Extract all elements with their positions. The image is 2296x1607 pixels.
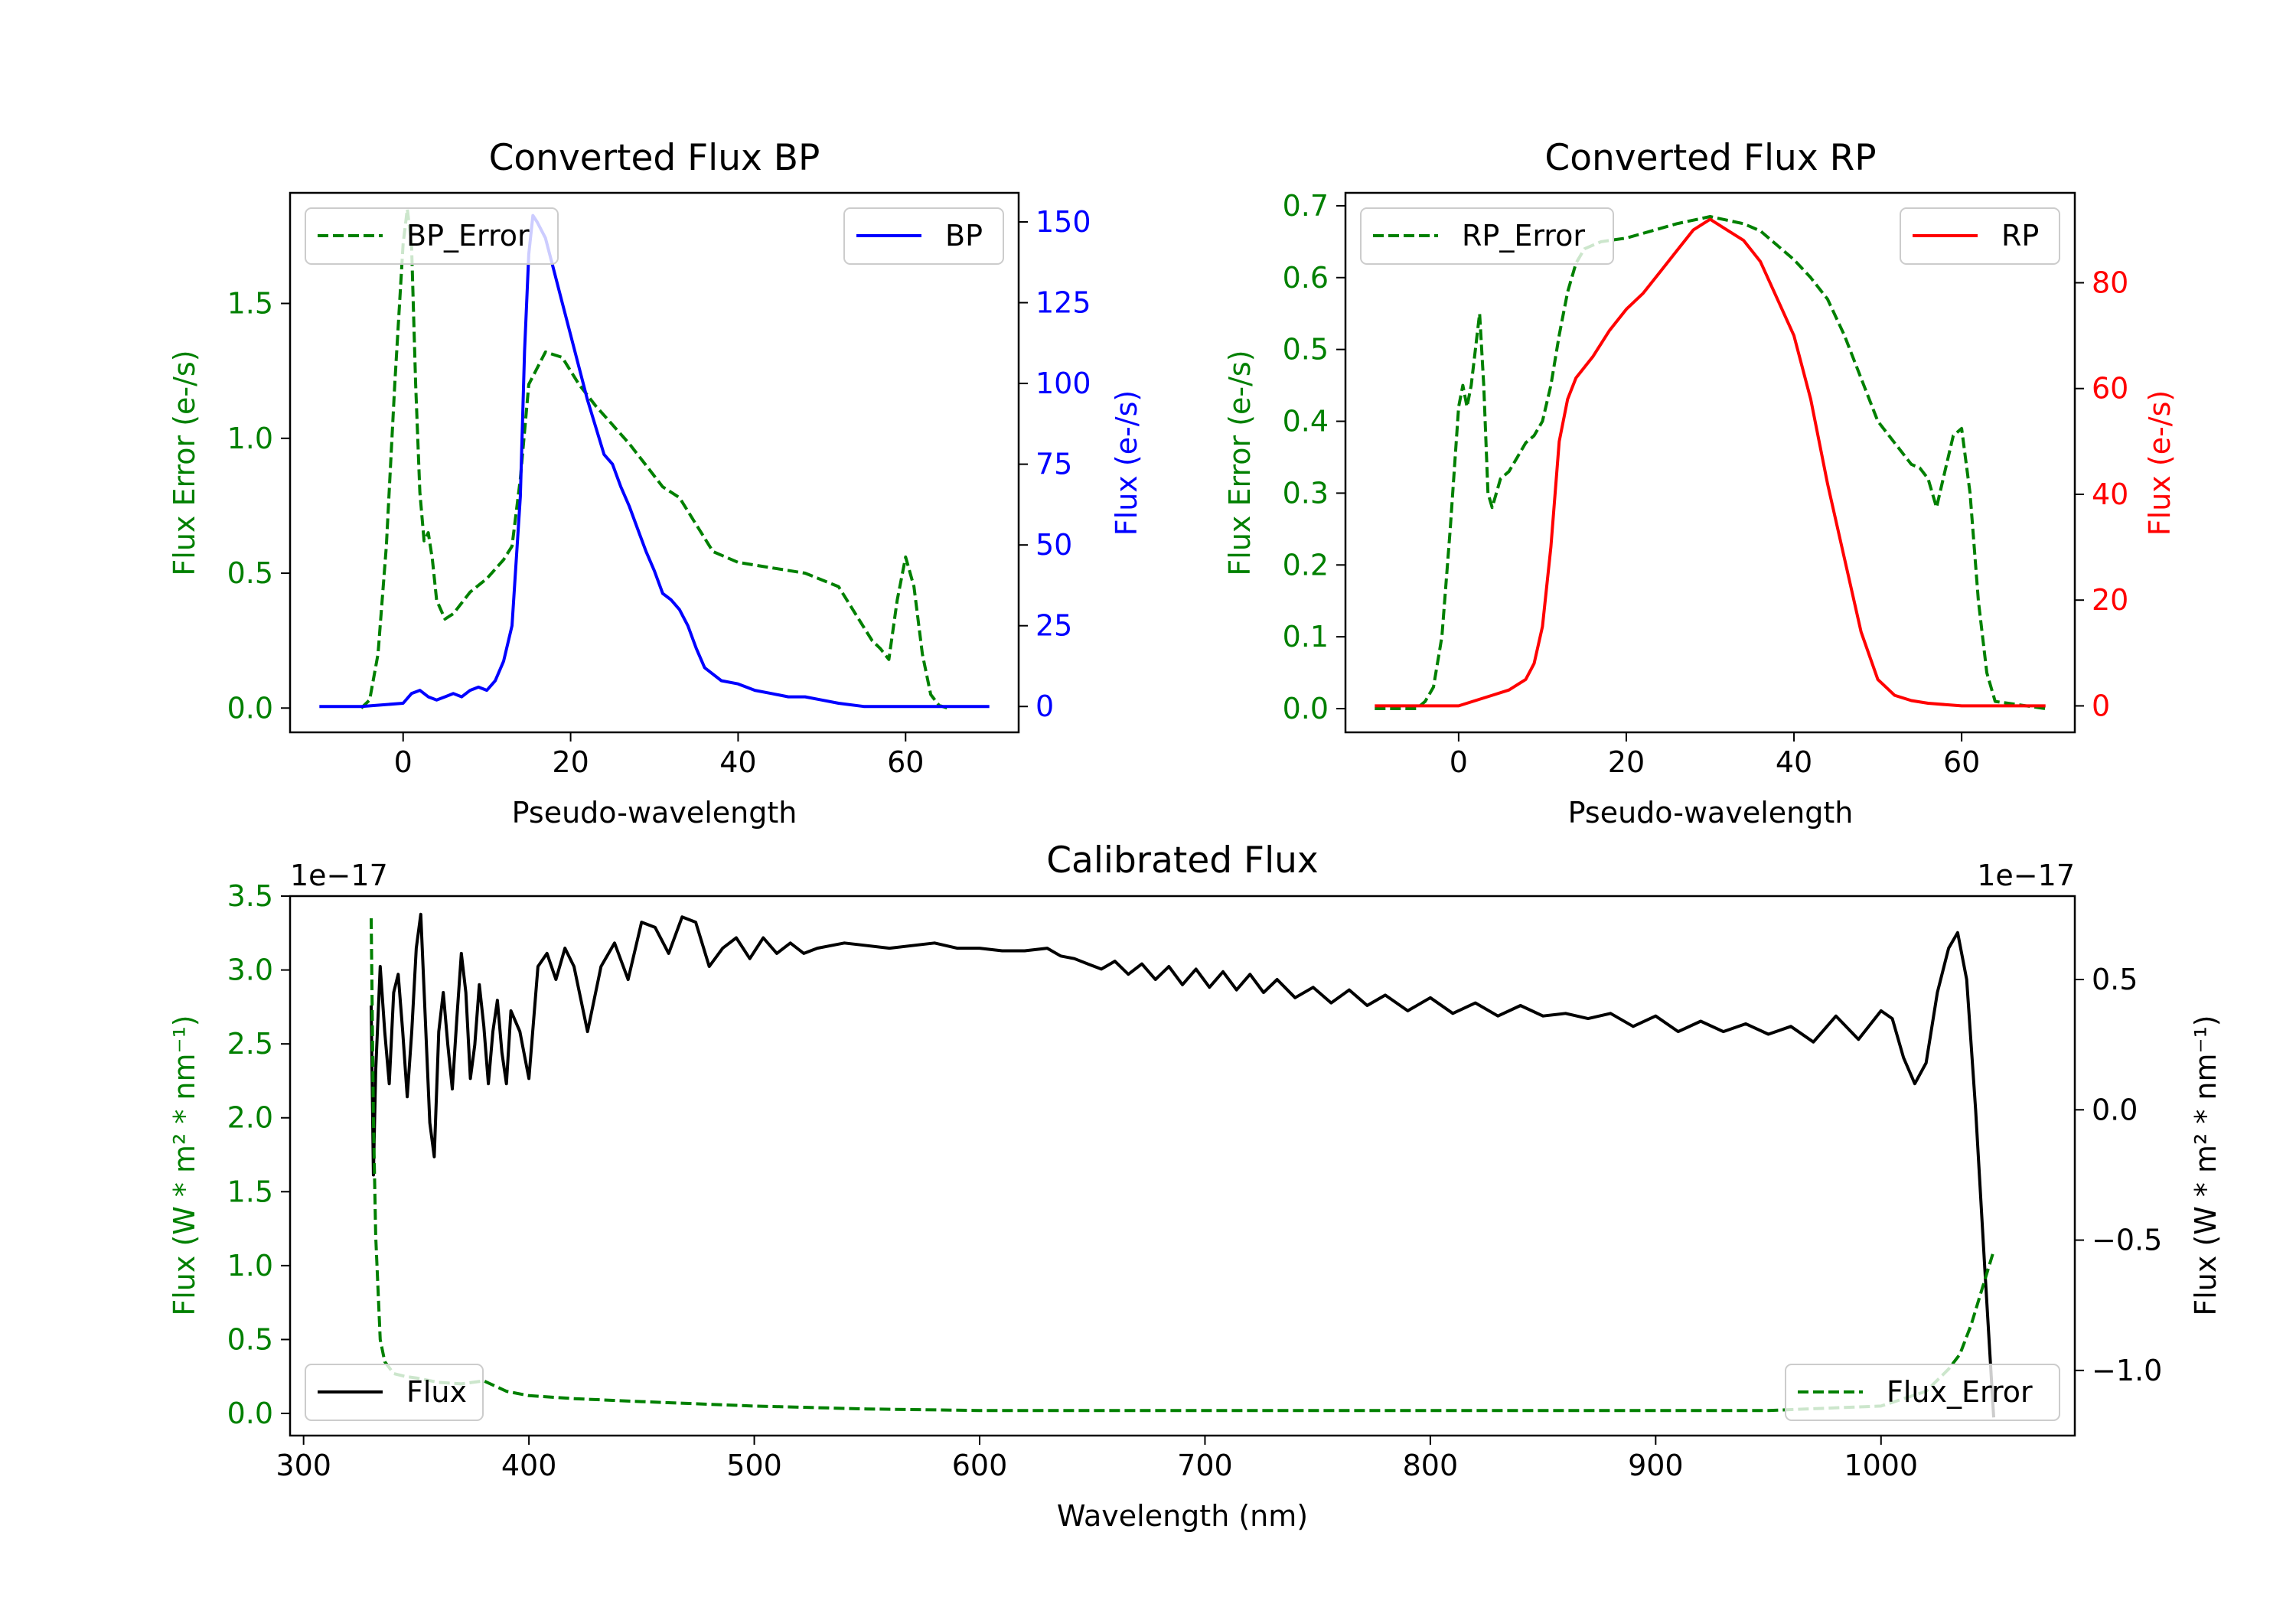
- bp-y-right-tick-label: 100: [1035, 367, 1091, 400]
- bp-legend-error: BP_Error: [305, 207, 559, 265]
- bp-y-left-tick-label: 0.5: [227, 556, 273, 590]
- bp-y-right-tick-label: 50: [1035, 528, 1072, 562]
- bp-legend-error-label: BP_Error: [406, 219, 530, 253]
- calibrated-x-tick-label: 900: [1628, 1449, 1684, 1482]
- rp-legend-flux-label: RP: [2001, 219, 2039, 253]
- calibrated-y-left-tick-label: 3.5: [227, 879, 273, 913]
- calibrated-offset-left: 1e−17: [290, 859, 388, 892]
- rp-y-right-tick-label: 80: [2092, 266, 2128, 300]
- bp-y-right-tick-label: 150: [1035, 205, 1091, 239]
- bp-panel: Converted Flux BP 0 20 40 60 0.0 0.5 1.0 1.5 0 25…: [168, 137, 1143, 830]
- bp-ylabel-left: Flux Error (e-/s): [168, 350, 201, 575]
- bp-title: Converted Flux BP: [489, 137, 820, 179]
- bp-axes-frame: [289, 191, 1020, 734]
- bp-x-tick-label: 60: [887, 745, 924, 779]
- calibrated-x-tick-label: 600: [952, 1449, 1008, 1482]
- rp-y-left-tick-label: 0.3: [1283, 476, 1329, 510]
- calibrated-y-left-tick-label: 1.0: [227, 1249, 273, 1283]
- calibrated-y-left-tick-label: 1.5: [227, 1175, 273, 1208]
- calibrated-ylabel-left: Flux (W * m² * nm⁻¹): [168, 1015, 201, 1315]
- bp-xlabel: Pseudo-wavelength: [512, 796, 797, 830]
- bp-y-left-tick-label: 0.0: [227, 691, 273, 725]
- rp-y-left-tick-label: 0.6: [1283, 261, 1329, 295]
- rp-ylabel-right: Flux (e-/s): [2143, 390, 2177, 536]
- bp-x-tick-label: 40: [719, 745, 756, 779]
- bp-legend-flux-label: BP: [945, 219, 983, 253]
- bp-y-right-tick-label: 25: [1035, 609, 1072, 643]
- calibrated-legend-flux-box: [305, 1364, 484, 1421]
- rp-y-left-tick-label: 0.5: [1283, 333, 1329, 367]
- bp-legend-flux-box: [843, 207, 1004, 265]
- rp-x-tick-label: 40: [1776, 745, 1812, 779]
- rp-x-tick-label: 60: [1943, 745, 1980, 779]
- rp-y-right-tick-label: 0: [2092, 689, 2110, 722]
- rp-x-tick-label: 0: [1450, 745, 1468, 779]
- calibrated-x-tick-label: 800: [1403, 1449, 1459, 1482]
- rp-y-left-tick-label: 0.7: [1283, 189, 1329, 223]
- calibrated-x-tick-label: 700: [1177, 1449, 1233, 1482]
- bp-y-right-tick-label: 125: [1035, 286, 1091, 320]
- calibrated-y-left-tick-label: 2.5: [227, 1027, 273, 1061]
- calibrated-offset-right: 1e−17: [1977, 859, 2075, 892]
- bp-y-right-tick-label: 0: [1035, 689, 1054, 723]
- calibrated-legend-error: Flux_Error: [1785, 1364, 2060, 1421]
- calibrated-x-tick-label: 400: [501, 1449, 557, 1482]
- rp-xlabel: Pseudo-wavelength: [1568, 796, 1854, 830]
- bp-legend-flux: BP: [843, 207, 1004, 265]
- calibrated-y-left-tick-label: 0.0: [227, 1397, 273, 1430]
- calibrated-y-right-tick-label: −1.0: [2092, 1354, 2162, 1387]
- bp-series-bp: [319, 214, 990, 709]
- bp-series-bp-error: [360, 207, 948, 710]
- calibrated-x-tick-label: 300: [276, 1449, 331, 1482]
- rp-series-rp: [1375, 217, 2046, 708]
- calibrated-x-tick-label: 500: [726, 1449, 782, 1482]
- rp-y-left-tick-label: 0.0: [1283, 692, 1329, 725]
- rp-y-left-tick-label: 0.1: [1283, 620, 1329, 654]
- rp-x-tick-label: 20: [1608, 745, 1645, 779]
- rp-ylabel-left: Flux Error (e-/s): [1223, 350, 1257, 575]
- calibrated-series-flux: [370, 912, 1995, 1418]
- rp-title: Converted Flux RP: [1544, 137, 1876, 179]
- rp-y-right-tick-label: 60: [2092, 372, 2128, 406]
- rp-legend-error-box: [1360, 207, 1614, 265]
- rp-plot-area: 0 20 40 60 0.0 0.1 0.2 0.3 0.4 0.5 0.6 0.7 0 20 40 60 80: [1283, 189, 2129, 779]
- calibrated-y-left-tick-label: 2.0: [227, 1101, 273, 1135]
- bp-x-tick-label: 20: [552, 745, 589, 779]
- rp-panel: Converted Flux RP 0 20 40 60 0.0 0.1 0.2 0.3 0.4…: [1223, 137, 2177, 830]
- bp-x-tick-label: 0: [394, 745, 413, 779]
- calibrated-panel: Calibrated Flux 1e−17 1e−17 300 400 500 600…: [168, 839, 2223, 1533]
- calibrated-series-flux-error: [370, 918, 1995, 1413]
- rp-legend-error-label: RP_Error: [1462, 219, 1585, 253]
- rp-legend-flux-box: [1900, 207, 2060, 265]
- calibrated-y-right-tick-label: −0.5: [2092, 1224, 2162, 1257]
- calibrated-ylabel-right: Flux (W * m² * nm⁻¹): [2189, 1015, 2223, 1315]
- rp-y-left-tick-label: 0.2: [1283, 548, 1329, 582]
- calibrated-xlabel: Wavelength (nm): [1057, 1499, 1308, 1533]
- calibrated-title: Calibrated Flux: [1046, 839, 1319, 882]
- calibrated-y-left-tick-label: 3.0: [227, 953, 273, 987]
- rp-y-right-tick-label: 40: [2092, 478, 2128, 511]
- calibrated-x-tick-label: 1000: [1844, 1449, 1918, 1482]
- rp-series-rp-error: [1375, 215, 2046, 710]
- bp-y-right-tick-label: 75: [1035, 448, 1072, 481]
- calibrated-axes-frame: [289, 895, 2076, 1437]
- rp-axes-frame: [1344, 191, 2076, 734]
- calibrated-y-left-tick-label: 0.5: [227, 1322, 273, 1356]
- rp-legend-flux: RP: [1900, 207, 2060, 265]
- calibrated-y-right-tick-label: 0.0: [2092, 1093, 2138, 1126]
- bp-plot-area: 0 20 40 60 0.0 0.5 1.0 1.5 0 25 50 75 100 125 150: [227, 205, 1091, 779]
- rp-y-left-tick-label: 0.4: [1283, 405, 1329, 438]
- bp-ylabel-right: Flux (e-/s): [1110, 390, 1143, 536]
- bp-y-left-tick-label: 1.0: [227, 422, 273, 455]
- rp-legend-error: RP_Error: [1360, 207, 1614, 265]
- bp-y-left-tick-label: 1.5: [227, 287, 273, 321]
- calibrated-y-right-tick-label: 0.5: [2092, 963, 2138, 996]
- rp-y-right-tick-label: 20: [2092, 583, 2128, 617]
- calibrated-legend-flux-label: Flux: [406, 1375, 467, 1409]
- calibrated-legend-flux: Flux: [305, 1364, 484, 1421]
- calibrated-legend-error-label: Flux_Error: [1887, 1375, 2033, 1409]
- bp-legend-error-box: [305, 207, 559, 265]
- calibrated-legend-error-box: [1785, 1364, 2060, 1421]
